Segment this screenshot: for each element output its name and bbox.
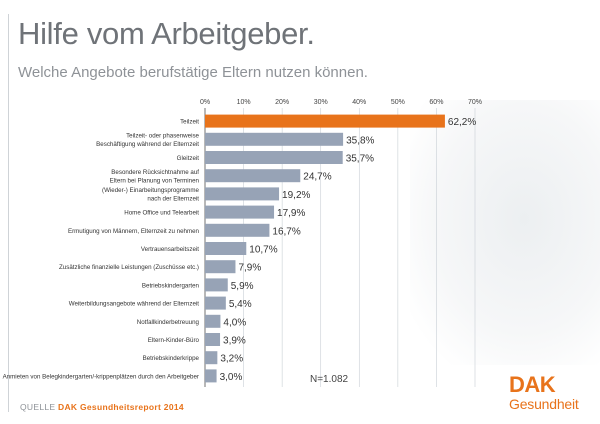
category-label-line: Betriebskindergarten <box>142 282 200 289</box>
x-tick-label: 70% <box>468 99 482 106</box>
category-label-line: Zusätzliche finanzielle Leistungen (Zusc… <box>59 264 199 271</box>
dak-logo: DAK Gesundheit <box>509 373 579 412</box>
category-label-line: Betriebskinderkrippe <box>143 355 200 362</box>
bar <box>205 260 236 274</box>
category-label: Zusätzliche finanzielle Leistungen (Zusc… <box>59 264 199 271</box>
category-label-line: (Wieder-) Einarbeitungsprogramme <box>102 187 200 194</box>
category-label: Weiterbildungsangebote während der Elter… <box>69 301 200 308</box>
category-label-line: Eltern-Kinder-Büro <box>148 337 200 344</box>
bar-value-label: 35,7% <box>346 154 374 165</box>
category-label: Besondere Rücksichtnahme auf Eltern bei P… <box>110 169 200 184</box>
dak-logo-mark: DAK <box>509 373 556 395</box>
x-tick-label: 50% <box>391 99 405 106</box>
bar <box>205 187 280 201</box>
bar <box>205 242 247 255</box>
category-label: Betriebskindergarten <box>142 282 200 289</box>
category-label-line: Home Office und Telearbeit <box>124 210 199 217</box>
left-rule <box>8 14 9 412</box>
bar-value-label: 62,2% <box>448 117 476 128</box>
category-label: Eltern-Kinder-Büro <box>148 337 200 344</box>
bar-value-label: 3,9% <box>223 336 246 347</box>
category-label-line: Vertrauensarbeitszeit <box>141 246 199 253</box>
category-label-line: Beschäftigung während der Elternzeit <box>96 141 199 148</box>
bar <box>205 205 275 219</box>
bar <box>205 278 228 292</box>
category-label: Notfallkinderbetreuung <box>137 319 200 326</box>
x-tick-label: 40% <box>352 99 366 106</box>
page-title: Hilfe vom Arbeitgeber. <box>18 16 315 51</box>
x-tick-label: 30% <box>314 99 328 106</box>
bar <box>205 351 218 365</box>
bar <box>205 223 270 237</box>
category-label-line: Weiterbildungsangebote während der Elter… <box>69 301 200 308</box>
page-subtitle: Welche Angebote berufstätige Eltern nutz… <box>18 64 368 81</box>
category-label: Teilzeit- oder phasenweise Beschäftigung … <box>96 133 199 148</box>
category-label-line: nach der Elternzeit <box>147 196 199 203</box>
bar-value-label: 5,4% <box>229 299 252 310</box>
category-label: Home Office und Telearbeit <box>124 210 199 217</box>
sample-size-label: N=1.082 <box>310 374 349 385</box>
bar <box>205 132 344 146</box>
bar-value-label: 24,7% <box>303 172 331 183</box>
dak-logo-sub: Gesundheit <box>509 396 579 412</box>
category-label-line: Anmieten von Belegkindergarten/-krippenp… <box>3 373 199 380</box>
bar-value-label: 10,7% <box>249 245 277 256</box>
category-label: Betriebskinderkrippe <box>143 355 200 362</box>
category-label-line: Notfallkinderbetreuung <box>137 319 200 326</box>
x-tick-label: 0% <box>200 99 210 106</box>
category-label-line: Teilzeit <box>180 119 199 126</box>
source-line: QUELLE DAK Gesundheitsreport 2014 <box>20 402 184 412</box>
x-tick-label: 20% <box>275 99 289 106</box>
bar <box>205 314 221 328</box>
category-label: Teilzeit <box>180 119 199 126</box>
bar-value-label: 35,8% <box>346 135 374 146</box>
bar <box>205 151 343 164</box>
x-tick-label: 10% <box>237 99 251 106</box>
bar-value-label: 17,9% <box>277 208 305 219</box>
bar <box>205 333 221 346</box>
bar-value-label: 3,2% <box>220 354 243 365</box>
source-prefix: QUELLE <box>20 402 56 412</box>
category-label-line: Ermutigung von Männern, Elternzeit zu ne… <box>68 228 200 235</box>
category-label: Vertrauensarbeitszeit <box>141 246 199 253</box>
dak-logo-brand: DAK <box>509 373 556 395</box>
bar <box>205 369 217 383</box>
photo-background <box>410 100 600 365</box>
category-label: Gleitzeit <box>177 155 200 162</box>
x-tick-label: 60% <box>429 99 443 106</box>
category-label: Anmieten von Belegkindergarten/-krippenp… <box>3 373 199 380</box>
category-label-line: Teilzeit- oder phasenweise <box>126 133 199 140</box>
category-label: (Wieder-) Einarbeitungsprogramme nach der… <box>102 187 200 202</box>
category-label-line: Gleitzeit <box>177 155 200 162</box>
bar-value-label: 7,9% <box>238 263 261 274</box>
category-label: Ermutigung von Männern, Elternzeit zu ne… <box>68 228 200 235</box>
bar-value-label: 3,0% <box>220 372 243 383</box>
category-label-line: Eltern bei Planung von Terminen <box>110 177 200 184</box>
bar-value-label: 19,2% <box>282 190 310 201</box>
bar-value-label: 16,7% <box>272 226 300 237</box>
source-name: DAK Gesundheitsreport 2014 <box>58 402 184 412</box>
category-label-line: Besondere Rücksichtnahme auf <box>111 169 199 176</box>
bar-value-label: 4,0% <box>223 317 246 328</box>
bar <box>205 169 301 183</box>
bar-value-label: 5,9% <box>231 281 254 292</box>
bar <box>205 296 226 310</box>
bar <box>205 114 445 128</box>
